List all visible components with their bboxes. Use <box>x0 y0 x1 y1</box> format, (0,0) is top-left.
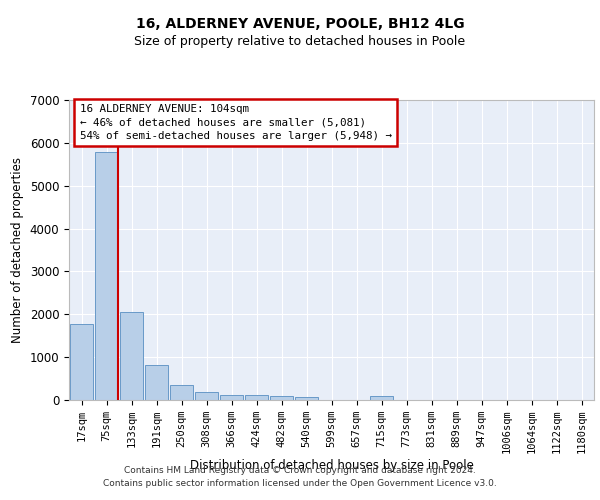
Bar <box>145 365 168 400</box>
Bar <box>120 312 143 400</box>
Bar <box>220 395 243 400</box>
Bar <box>270 396 293 400</box>
Bar <box>295 397 318 400</box>
Bar <box>195 392 218 400</box>
Bar <box>370 396 393 400</box>
Bar <box>70 324 93 400</box>
Bar <box>170 386 193 400</box>
Text: 16, ALDERNEY AVENUE, POOLE, BH12 4LG: 16, ALDERNEY AVENUE, POOLE, BH12 4LG <box>136 18 464 32</box>
X-axis label: Distribution of detached houses by size in Poole: Distribution of detached houses by size … <box>190 459 473 472</box>
Text: Contains HM Land Registry data © Crown copyright and database right 2024.
Contai: Contains HM Land Registry data © Crown c… <box>103 466 497 487</box>
Text: Size of property relative to detached houses in Poole: Size of property relative to detached ho… <box>134 35 466 48</box>
Y-axis label: Number of detached properties: Number of detached properties <box>11 157 24 343</box>
Bar <box>95 152 118 400</box>
Text: 16 ALDERNEY AVENUE: 104sqm
← 46% of detached houses are smaller (5,081)
54% of s: 16 ALDERNEY AVENUE: 104sqm ← 46% of deta… <box>79 104 392 141</box>
Bar <box>245 396 268 400</box>
